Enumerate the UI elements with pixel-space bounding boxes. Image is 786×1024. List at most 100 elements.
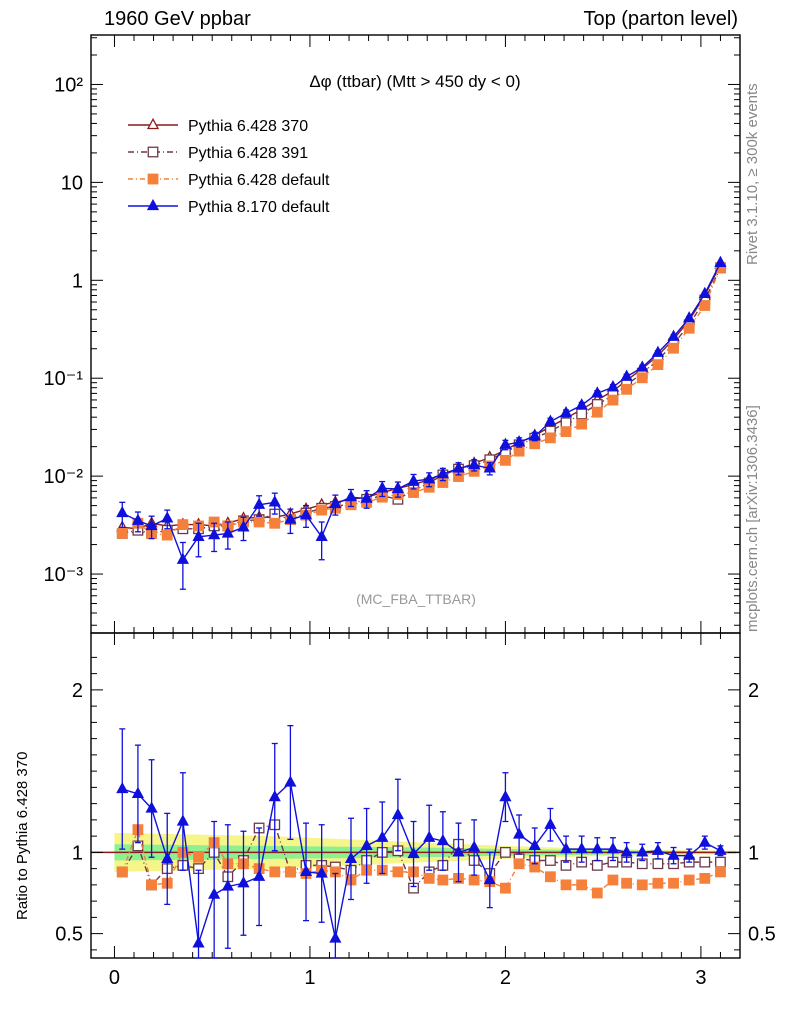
data-point [513,445,525,457]
data-point [391,481,404,494]
data-point [208,887,221,899]
data-point [652,858,664,870]
data-point [193,851,204,863]
data-point [683,311,696,323]
series-line [122,781,721,944]
data-point [528,838,541,851]
data-point [131,786,145,799]
data-point [145,801,158,813]
data-point [699,300,711,311]
y-tick-label: 10⁻¹ [44,368,84,390]
x-tick-label: 3 [695,967,706,989]
y-tick-label-right: 2 [748,680,759,702]
data-point [221,879,234,891]
y-tick-label: 10⁻² [44,466,84,488]
data-point [360,491,373,503]
data-point [116,781,129,794]
data-point [636,372,648,384]
data-point [423,872,435,884]
data-point [468,840,481,852]
data-point [667,848,680,860]
data-point [576,408,588,420]
data-point [176,814,189,826]
data-point [668,877,679,889]
y-tick-label: 10² [54,74,83,96]
legend-marker [146,117,160,130]
header-energy: 1960 GeV ppbar [104,8,251,30]
data-point [500,454,511,466]
data-point [607,394,619,406]
data-point [483,461,496,473]
data-point [651,345,664,357]
legend: Pythia 6.428 370 Pythia 6.428 391 Pythia 6… [128,117,330,216]
data-point [683,322,695,334]
data-point [299,864,313,877]
data-point [513,827,526,839]
analysis-watermark: (MC_FBA_TTBAR) [356,591,476,607]
data-point [161,851,174,864]
header-process: Top (parton level) [583,8,738,30]
data-point [192,529,205,541]
data-point [699,872,711,884]
data-point [468,457,481,470]
data-point [513,435,526,447]
series-line [122,264,722,530]
data-point [544,414,557,426]
series-line [121,823,721,890]
data-point [344,851,358,864]
x-tick-label: 1 [304,967,315,989]
y-tick-label-right: 0.5 [748,924,776,946]
data-point [652,877,664,889]
data-point [315,866,328,878]
data-point [500,882,511,894]
data-point [591,406,603,418]
data-point [253,869,266,881]
ratio-panel-series [116,724,727,959]
main-title: Δφ (ttbar) (Mtt > 450 dy < 0) [309,72,520,91]
data-point [437,874,449,886]
legend-entry: Pythia 6.428 370 [188,118,308,135]
data-point [560,417,572,429]
data-point [436,466,449,479]
data-point [116,866,128,878]
data-point [468,874,480,886]
data-point [575,398,588,410]
data-point [621,877,633,889]
data-point [559,842,573,854]
data-point [714,843,727,855]
data-point [591,887,603,899]
data-point [221,526,234,538]
data-point [344,490,358,502]
data-point [145,518,158,531]
data-point [208,527,221,540]
data-point [436,833,449,846]
data-point [544,871,556,883]
data-point [698,286,711,299]
series-line [122,267,722,535]
data-point [591,842,604,854]
data-point [652,359,664,371]
data-point [329,496,342,509]
data-point [651,843,664,855]
data-point [560,426,572,437]
data-point [575,842,588,854]
data-point [636,360,649,372]
data-point [699,856,711,868]
data-point [591,386,604,398]
data-point [683,874,695,886]
data-point [636,845,649,857]
data-point [715,856,726,868]
legend-marker [146,198,160,211]
series-line [121,262,722,562]
y-tick-label: 0.5 [55,924,83,946]
data-point [161,529,173,541]
data-point [131,513,145,525]
data-point [316,504,328,516]
data-point [683,848,696,860]
data-point [315,529,328,541]
data-point [284,512,297,524]
x-tick-label: 0 [109,967,120,989]
data-point [544,432,556,444]
data-point [376,830,389,842]
